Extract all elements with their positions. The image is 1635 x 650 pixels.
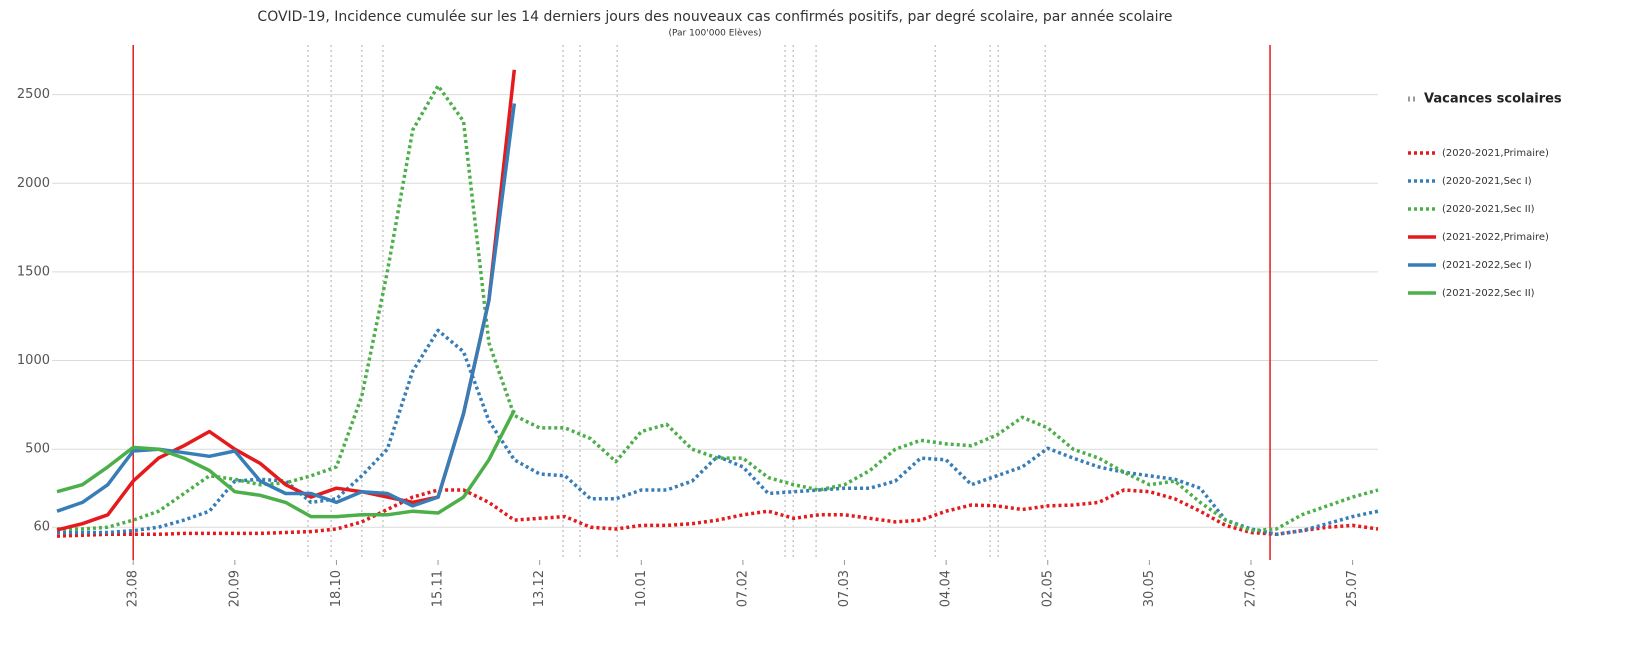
x-tick-label: 20.09 bbox=[227, 570, 242, 607]
y-tick-label: 1000 bbox=[17, 353, 50, 368]
x-tick-label: 10.01 bbox=[634, 570, 649, 607]
y-tick-label: 2500 bbox=[17, 87, 50, 102]
x-tick-label: 18.10 bbox=[329, 570, 344, 607]
legend-title: Vacances scolaires bbox=[1424, 92, 1562, 107]
x-tick-label: 07.03 bbox=[837, 570, 852, 607]
series-line bbox=[56, 103, 517, 513]
series-line bbox=[56, 409, 516, 519]
y-tick-label: 1500 bbox=[17, 264, 50, 279]
series-line bbox=[56, 488, 1379, 538]
legend-label: (2020-2021,Sec I) bbox=[1442, 176, 1532, 187]
y-tick-label: 500 bbox=[25, 442, 50, 457]
x-tick-label: 04.04 bbox=[939, 570, 954, 607]
x-tick-label: 25.07 bbox=[1345, 570, 1360, 607]
legend-label: (2020-2021,Primaire) bbox=[1442, 148, 1549, 159]
x-tick-label: 13.12 bbox=[532, 570, 547, 607]
x-tick-label: 07.02 bbox=[735, 570, 750, 607]
legend-label: (2020-2021,Sec II) bbox=[1442, 204, 1535, 215]
y-tick-label: 60 bbox=[33, 520, 50, 535]
x-tick-label: 15.11 bbox=[431, 570, 446, 607]
x-tick-label: 27.06 bbox=[1243, 570, 1258, 607]
legend-label: (2021-2022,Primaire) bbox=[1442, 232, 1549, 243]
series-line bbox=[57, 84, 1379, 533]
x-tick-label: 23.08 bbox=[126, 570, 141, 607]
legend-label: (2021-2022,Sec II) bbox=[1442, 288, 1535, 299]
chart-subtitle: (Par 100'000 Elèves) bbox=[668, 28, 761, 39]
x-tick-label: 02.05 bbox=[1040, 570, 1055, 607]
x-tick-label: 30.05 bbox=[1142, 570, 1157, 607]
legend-label: (2021-2022,Sec I) bbox=[1442, 260, 1532, 271]
series-line bbox=[57, 328, 1379, 537]
chart-title: COVID-19, Incidence cumulée sur les 14 d… bbox=[257, 9, 1172, 25]
y-tick-label: 2000 bbox=[17, 176, 50, 191]
